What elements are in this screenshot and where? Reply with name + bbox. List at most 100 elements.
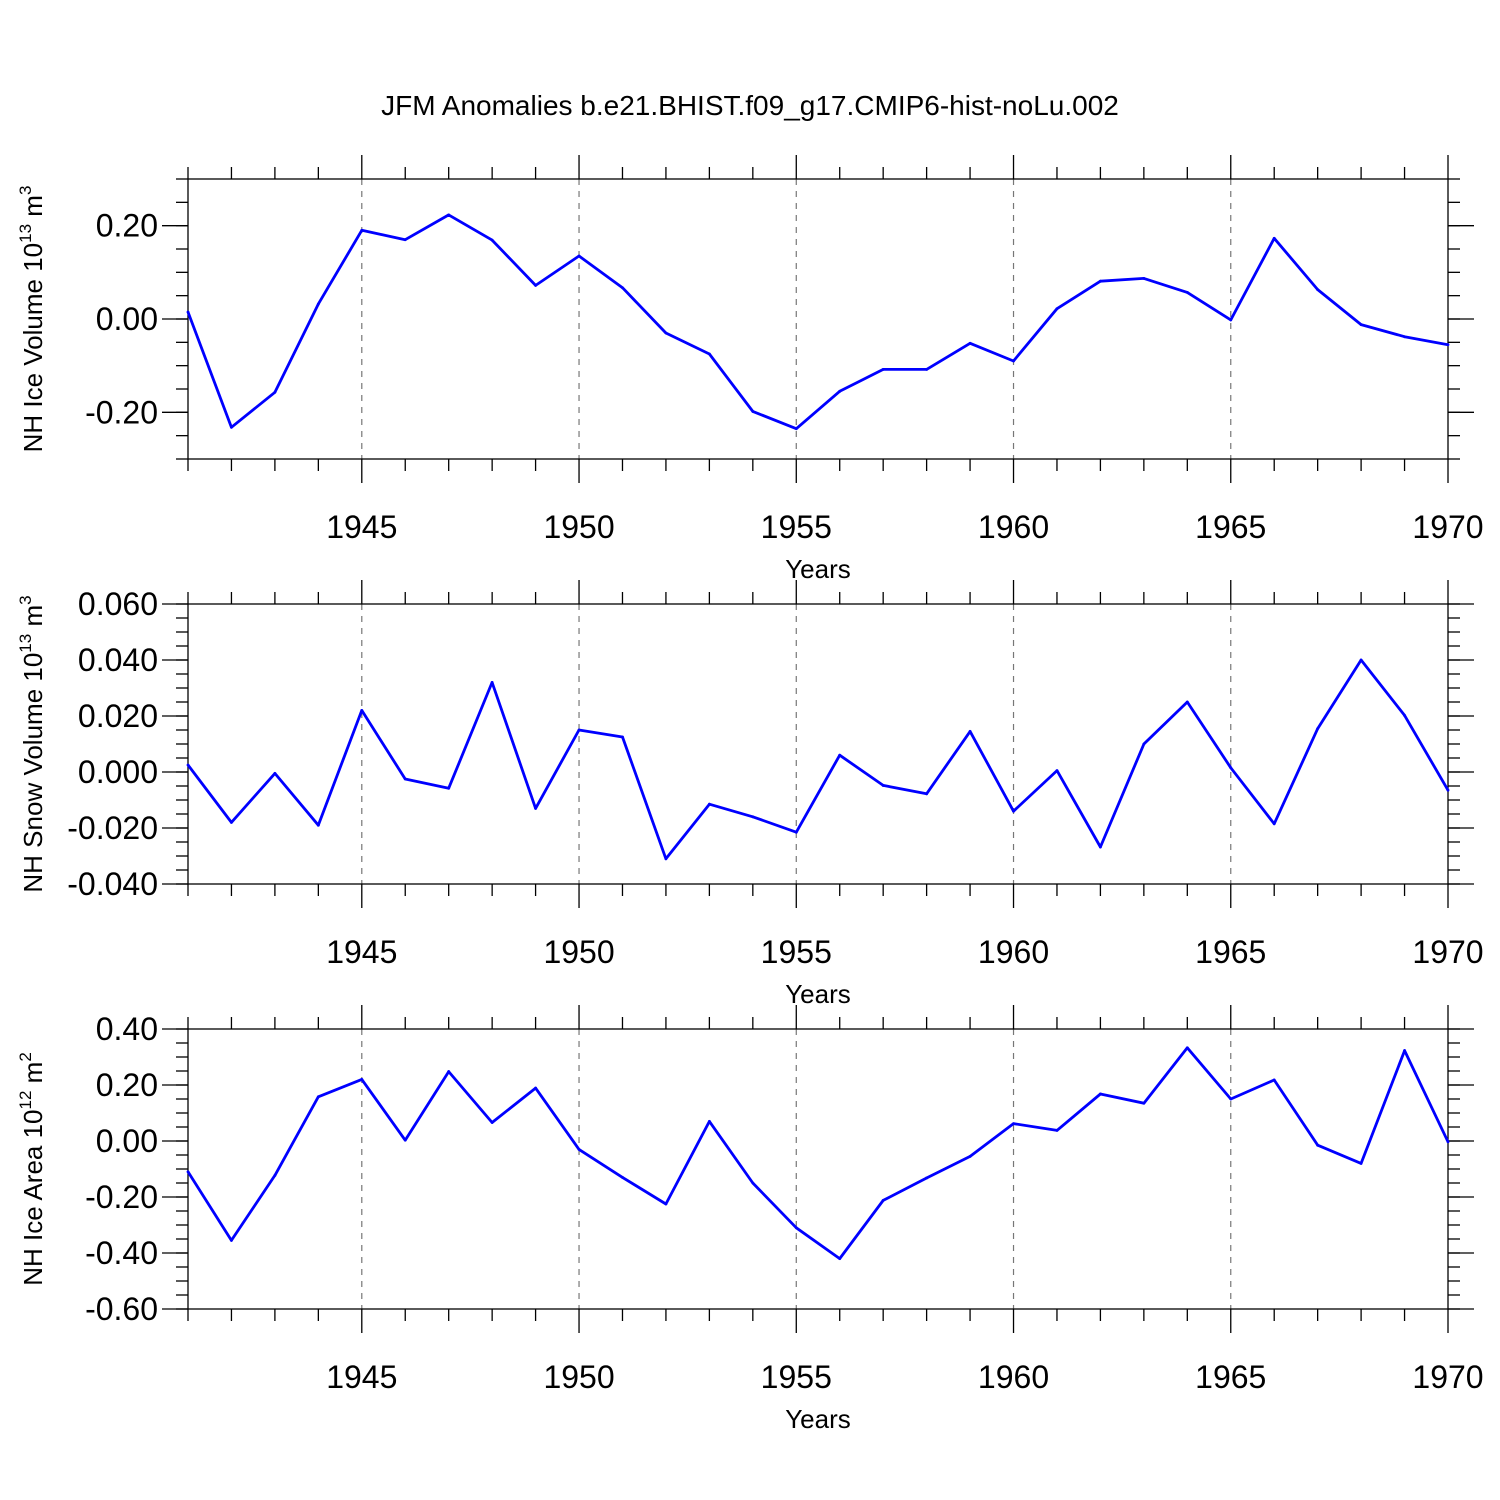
data-point <box>881 368 885 371</box>
y-tick-label: -0.40 <box>85 1235 158 1271</box>
x-axis-label: Years <box>785 979 851 1009</box>
y-tick-label: 0.20 <box>96 1067 158 1103</box>
data-point <box>707 1120 711 1123</box>
data-point <box>360 228 364 232</box>
data-point <box>273 1174 277 1177</box>
data-point <box>230 425 233 429</box>
data-point <box>968 341 972 345</box>
y-label-unit-exponent: 3 <box>16 186 35 195</box>
plot-frame <box>187 603 1449 885</box>
data-point <box>1229 766 1233 770</box>
y-tick-label: 0.000 <box>78 754 158 790</box>
x-tick-label: 1945 <box>326 509 397 545</box>
x-tick-label: 1955 <box>761 509 832 545</box>
data-point <box>664 1202 668 1206</box>
data-point <box>577 254 581 258</box>
data-point <box>925 792 929 796</box>
data-point <box>360 1078 364 1081</box>
data-point <box>273 390 277 394</box>
y-label-text: NH Snow Volume 10 <box>18 653 48 893</box>
data-point <box>1099 1092 1102 1096</box>
data-point <box>1229 1097 1233 1101</box>
y-label-unit: m <box>18 195 48 224</box>
data-point <box>186 1170 190 1174</box>
x-tick-label: 1960 <box>978 934 1049 970</box>
data-point <box>1359 658 1363 662</box>
data-point <box>186 310 190 314</box>
data-point <box>664 857 668 861</box>
figure-title: JFM Anomalies b.e21.BHIST.f09_g17.CMIP6-… <box>381 90 1119 121</box>
data-point <box>230 821 233 824</box>
y-label-text: NH Ice Area 10 <box>18 1109 48 1285</box>
data-point <box>1316 727 1320 730</box>
data-point <box>1316 1143 1320 1147</box>
data-point <box>838 389 842 393</box>
data-point <box>1316 288 1320 291</box>
data-point <box>751 410 755 413</box>
data-point <box>838 753 842 757</box>
data-point <box>534 807 537 810</box>
data-point <box>1359 1162 1363 1165</box>
data-point <box>1012 359 1015 363</box>
x-tick-label: 1970 <box>1412 1359 1483 1395</box>
panels: -0.20 0.00 0.20 1945 1950 1955 1960 1965 1970 Yea… <box>16 155 1484 1434</box>
x-tick-label: 1965 <box>1195 1359 1266 1395</box>
data-point <box>707 802 711 806</box>
y-tick-label: -0.040 <box>67 866 158 902</box>
y-axis-label: NH Ice Area 1012 m2 <box>16 1052 48 1286</box>
data-point <box>534 284 537 287</box>
data-point <box>621 735 624 739</box>
data-point <box>490 238 494 242</box>
data-point <box>1055 1128 1059 1132</box>
data-point <box>1142 277 1146 280</box>
data-point <box>316 823 320 827</box>
y-tick-label: 0.060 <box>78 586 158 622</box>
x-tick-label: 1965 <box>1195 934 1266 970</box>
data-point <box>1142 1101 1146 1105</box>
data-point <box>621 286 624 290</box>
y-tick-label: 0.40 <box>96 1011 158 1047</box>
data-point <box>751 1181 755 1185</box>
y-label-exponent: 13 <box>16 634 35 653</box>
y-label-unit-exponent: 2 <box>16 1052 35 1061</box>
data-point <box>1446 788 1450 792</box>
data-point <box>577 728 581 732</box>
data-point <box>794 1226 798 1230</box>
data-point <box>316 1095 320 1099</box>
data-point <box>1185 1046 1189 1050</box>
series-line-snow-volume <box>186 658 1450 861</box>
y-tick-label: -0.020 <box>67 810 158 846</box>
y-label-text: NH Ice Volume 10 <box>18 243 48 453</box>
x-tick-label: 1945 <box>326 1359 397 1395</box>
data-point <box>1055 307 1059 311</box>
x-tick-label: 1970 <box>1412 934 1483 970</box>
data-point <box>447 1070 451 1073</box>
y-tick-label: 0.00 <box>96 301 158 337</box>
data-point <box>925 368 929 371</box>
y-tick-label: -0.60 <box>85 1291 158 1327</box>
y-tick-label: -0.20 <box>85 1179 158 1215</box>
x-tick-label: 1950 <box>543 934 614 970</box>
data-point <box>925 1176 929 1180</box>
x-tick-label: 1970 <box>1412 509 1483 545</box>
data-point <box>751 815 755 819</box>
data-point <box>1403 714 1406 717</box>
data-point <box>1403 1049 1406 1052</box>
x-tick-label: 1950 <box>543 1359 614 1395</box>
data-point <box>403 777 407 781</box>
panel-ice-volume: -0.20 0.00 0.20 1945 1950 1955 1960 1965 1970 Yea… <box>16 155 1484 584</box>
x-tick-label: 1960 <box>978 509 1049 545</box>
data-point <box>794 427 798 431</box>
data-point <box>447 213 451 217</box>
x-tick-label: 1960 <box>978 1359 1049 1395</box>
panel-ice-area: -0.60 -0.40 -0.20 0.00 0.20 0.40 1945 1950 1955 1… <box>16 1005 1484 1434</box>
plot-frame <box>187 178 1449 460</box>
y-axis-label: NH Ice Volume 1013 m3 <box>16 186 48 453</box>
y-axis-label: NH Snow Volume 1013 m3 <box>16 595 48 892</box>
y-tick-label: 0.020 <box>78 698 158 734</box>
data-point <box>403 238 407 242</box>
data-point <box>447 786 451 790</box>
data-point <box>1012 809 1015 813</box>
y-label-unit-exponent: 3 <box>16 595 35 604</box>
